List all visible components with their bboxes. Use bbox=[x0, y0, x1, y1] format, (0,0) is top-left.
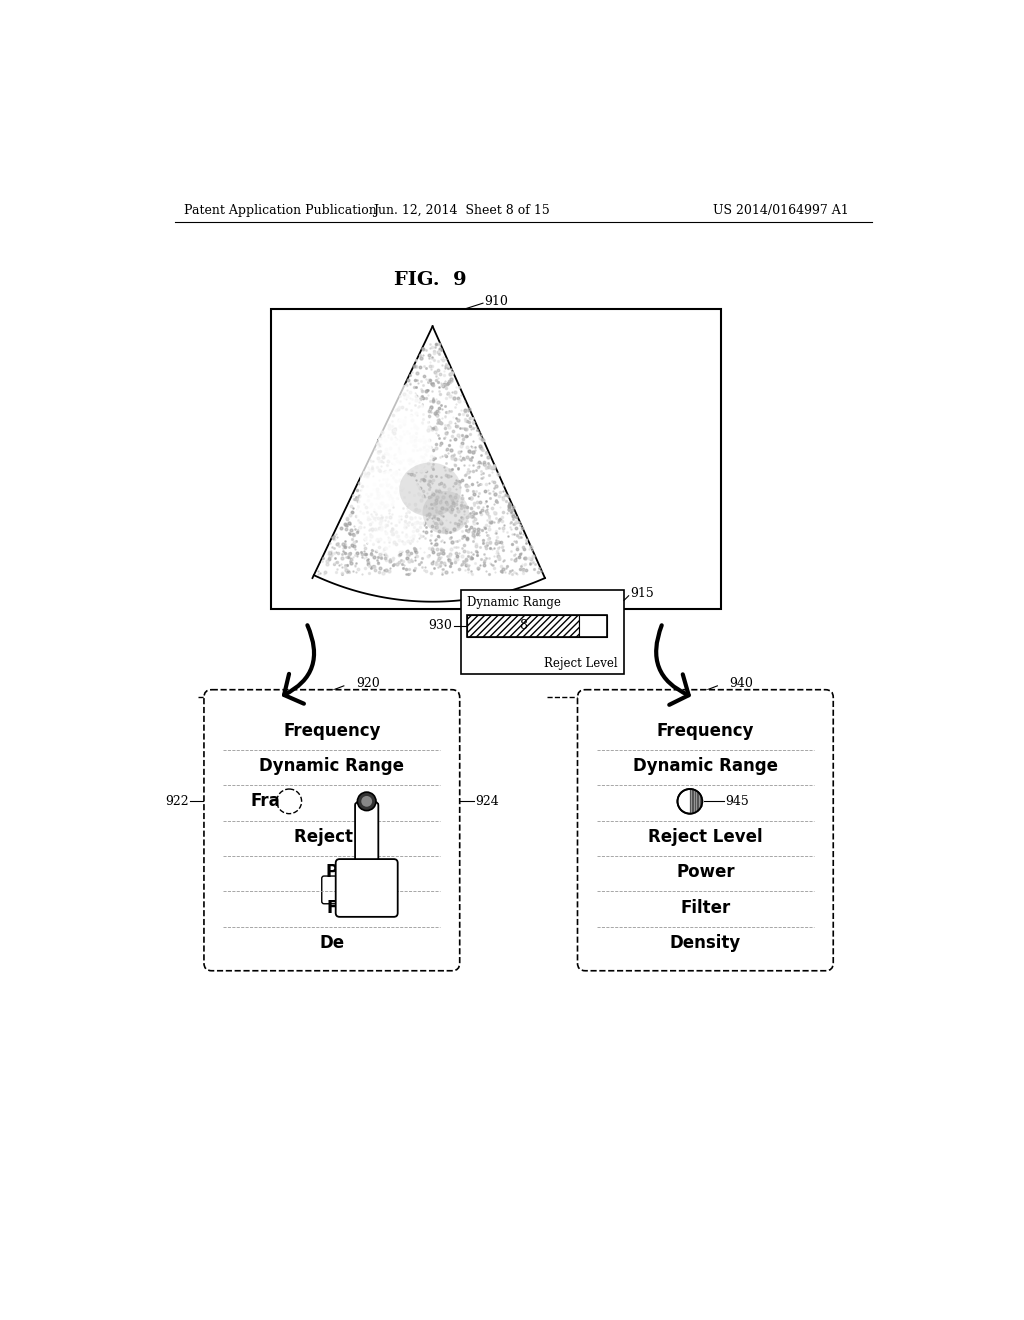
FancyBboxPatch shape bbox=[204, 689, 460, 970]
Text: P: P bbox=[326, 863, 338, 882]
Text: Reject Level: Reject Level bbox=[648, 828, 763, 846]
Text: Reject Level: Reject Level bbox=[544, 657, 617, 671]
Bar bbox=[467, 615, 607, 636]
FancyBboxPatch shape bbox=[336, 859, 397, 917]
Ellipse shape bbox=[399, 462, 461, 516]
FancyBboxPatch shape bbox=[372, 869, 391, 887]
Wedge shape bbox=[690, 789, 702, 813]
Text: De: De bbox=[319, 935, 344, 952]
Ellipse shape bbox=[375, 383, 432, 473]
Ellipse shape bbox=[423, 491, 469, 535]
FancyArrowPatch shape bbox=[284, 626, 314, 704]
Text: FIG.  9: FIG. 9 bbox=[394, 271, 467, 289]
Ellipse shape bbox=[356, 470, 426, 554]
Text: Dynamic Range: Dynamic Range bbox=[633, 756, 778, 775]
Text: 940: 940 bbox=[729, 677, 754, 690]
Circle shape bbox=[678, 789, 702, 813]
Bar bbox=[579, 615, 607, 636]
Text: Power: Power bbox=[676, 863, 734, 882]
Text: US 2014/0164997 A1: US 2014/0164997 A1 bbox=[713, 205, 849, 218]
Text: Density: Density bbox=[670, 935, 741, 952]
Text: 924: 924 bbox=[475, 795, 499, 808]
Bar bbox=[271, 309, 721, 609]
Text: Frequency: Frequency bbox=[656, 722, 754, 739]
Text: Dynamic Range: Dynamic Range bbox=[259, 756, 404, 775]
FancyBboxPatch shape bbox=[367, 869, 385, 895]
Text: 922: 922 bbox=[165, 795, 188, 808]
FancyBboxPatch shape bbox=[322, 876, 343, 904]
Text: Fra: Fra bbox=[251, 792, 281, 810]
Text: F: F bbox=[326, 899, 338, 916]
Bar bbox=[461, 590, 624, 675]
FancyBboxPatch shape bbox=[578, 689, 834, 970]
FancyArrowPatch shape bbox=[656, 626, 689, 705]
Text: 910: 910 bbox=[484, 296, 508, 308]
Text: Jun. 12, 2014  Sheet 8 of 15: Jun. 12, 2014 Sheet 8 of 15 bbox=[373, 205, 550, 218]
Text: 930: 930 bbox=[429, 619, 453, 632]
Bar bbox=[467, 615, 579, 636]
FancyBboxPatch shape bbox=[355, 803, 378, 874]
Text: Filter: Filter bbox=[680, 899, 730, 916]
Text: 8: 8 bbox=[519, 619, 527, 632]
Ellipse shape bbox=[359, 436, 408, 512]
Text: Dynamic Range: Dynamic Range bbox=[467, 597, 561, 610]
Text: 945: 945 bbox=[726, 795, 750, 808]
Text: Frequency: Frequency bbox=[283, 722, 381, 739]
Text: 915: 915 bbox=[630, 587, 654, 601]
Text: Patent Application Publication: Patent Application Publication bbox=[183, 205, 377, 218]
Text: Reject L: Reject L bbox=[294, 828, 370, 846]
Ellipse shape bbox=[396, 414, 433, 473]
Circle shape bbox=[361, 796, 372, 807]
Text: 920: 920 bbox=[356, 677, 380, 690]
Circle shape bbox=[357, 792, 376, 810]
FancyBboxPatch shape bbox=[359, 869, 378, 903]
